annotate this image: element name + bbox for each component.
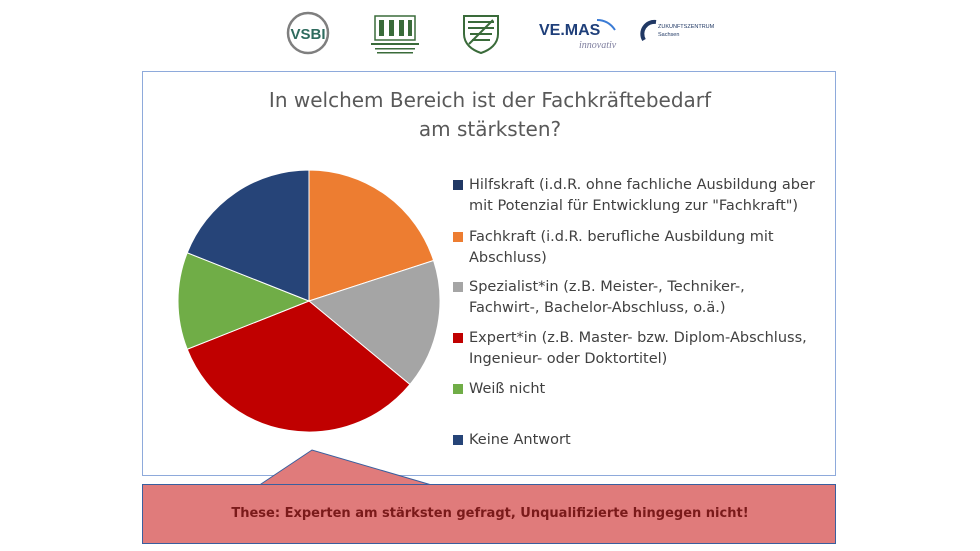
legend-label-hilfskraft-line-2: mit Potenzial für Entwicklung zur "Fachk… — [469, 198, 799, 214]
zukunftszentrum-logo: ZUKUNFTSZENTRUM Sachsen — [640, 8, 715, 58]
vemas-logo: VE.MAS innovativ — [535, 8, 620, 58]
legend-swatch-keine-antwort — [453, 435, 463, 445]
pie-slice-weiss-nicht — [177, 252, 311, 350]
legend-label-spezialist-line-1: Spezialist*in (z.B. Meister-, Techniker-… — [469, 279, 745, 295]
legend-swatch-expert — [453, 333, 463, 343]
zentrum-logo-subtext: Sachsen — [658, 32, 679, 38]
thesis-callout: These: Experten am stärksten gefragt, Un… — [142, 484, 836, 544]
pie-slice-keine-antwort — [186, 169, 310, 302]
chart-title-line-2: am stärksten? — [418, 117, 562, 141]
seal-logo — [452, 8, 510, 58]
vemas-logo-text: VE.MAS — [539, 22, 601, 39]
legend-swatch-weiss-nicht — [453, 384, 463, 394]
pie-chart — [177, 169, 441, 433]
pie-slice-fachkraft — [308, 169, 435, 302]
legend-label-hilfskraft-line-1: Hilfskraft (i.d.R. ohne fachliche Ausbil… — [469, 177, 815, 193]
vsbi-logo: VSBI — [280, 8, 336, 58]
legend-swatch-hilfskraft — [453, 180, 463, 190]
legend-label-keine-antwort: Keine Antwort — [469, 432, 571, 448]
legend-label-fachkraft-line-2: Abschluss) — [469, 250, 547, 266]
legend-label-fachkraft-line-1: Fachkraft (i.d.R. berufliche Ausbildung … — [469, 229, 774, 245]
legend-label-expert-line-1: Expert*in (z.B. Master- bzw. Diplom-Absc… — [469, 330, 807, 346]
zentrum-logo-text: ZUKUNFTSZENTRUM — [658, 24, 715, 30]
pie-slice-spezialist — [307, 259, 441, 386]
vemas-logo-subtext: innovativ — [579, 40, 617, 51]
thesis-callout-text: These: Experten am stärksten gefragt, Un… — [231, 506, 749, 521]
partner-logos: VSBI VE.MAS innovativ ZUKUN — [0, 8, 980, 58]
pie-slice-expert — [186, 300, 411, 433]
chart-frame: In welchem Bereich ist der Fachkräftebed… — [142, 71, 836, 476]
legend-label-weiss-nicht: Weiß nicht — [469, 381, 546, 397]
chart-title-line-1: In welchem Bereich ist der Fachkräftebed… — [268, 88, 712, 112]
legend-label-spezialist-line-2: Fachwirt-, Bachelor-Abschluss, o.ä.) — [469, 300, 726, 316]
vsbi-logo-text: VSBI — [290, 26, 325, 43]
chart-title: In welchem Bereich ist der Fachkräftebed… — [143, 86, 837, 144]
legend-label-expert-line-2: Ingenieur- oder Doktortitel) — [469, 351, 668, 367]
legend-swatch-fachkraft — [453, 232, 463, 242]
legend-swatch-spezialist — [453, 282, 463, 292]
building-emblem-logo — [365, 8, 425, 58]
